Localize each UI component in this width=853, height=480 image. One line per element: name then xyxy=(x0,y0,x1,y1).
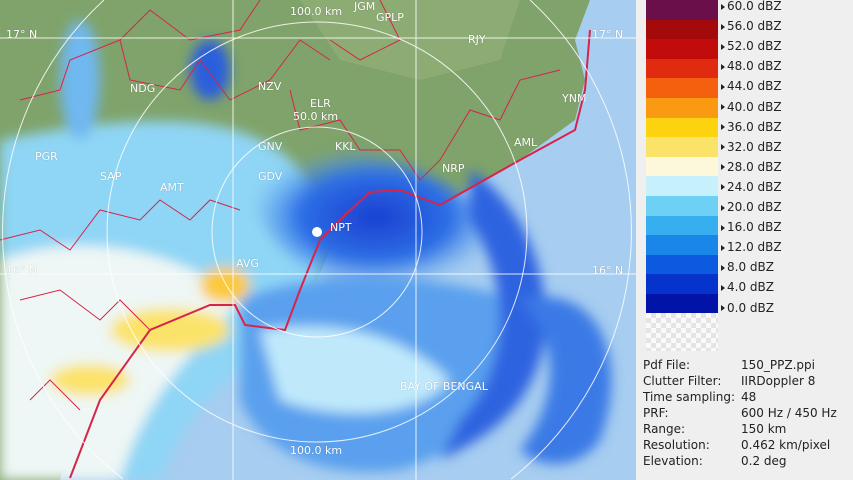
legend-label: 60.0 dBZ xyxy=(721,0,782,13)
legend-label: 36.0 dBZ xyxy=(721,120,782,134)
legend-label: 44.0 dBZ xyxy=(721,79,782,93)
place-label: ELR xyxy=(310,97,331,110)
place-label: GNV xyxy=(258,140,283,153)
info-value: 150 km xyxy=(741,422,787,436)
place-label: RJY xyxy=(468,33,486,46)
latitude-label: 17° N xyxy=(592,28,624,41)
info-value: 0.2 deg xyxy=(741,454,787,468)
place-label: AVG xyxy=(236,257,259,270)
place-label: SAP xyxy=(100,170,122,183)
info-key: Elevation: xyxy=(643,454,703,468)
info-row: PRF: 600 Hz / 450 Hz xyxy=(643,406,837,420)
info-row: Time sampling: 48 xyxy=(643,390,756,404)
legend-swatch xyxy=(646,39,718,60)
place-label: AML xyxy=(514,136,538,149)
place-label: GDV xyxy=(258,170,283,183)
legend-swatch xyxy=(646,98,718,118)
legend-label: 8.0 dBZ xyxy=(721,260,774,274)
legend-label: 56.0 dBZ xyxy=(721,19,782,33)
legend-swatch xyxy=(646,137,718,158)
info-key: Pdf File: xyxy=(643,358,691,372)
outer-ring-right xyxy=(510,0,632,480)
info-row: Elevation: 0.2 deg xyxy=(643,454,787,468)
ring-label: 50.0 km xyxy=(293,110,339,123)
legend-swatch xyxy=(646,254,718,275)
legend-label: 12.0 dBZ xyxy=(721,240,782,254)
legend-label: 24.0 dBZ xyxy=(721,180,782,194)
place-label: NZV xyxy=(258,80,282,93)
info-key: PRF: xyxy=(643,406,669,420)
place-label: JGM xyxy=(354,0,376,13)
legend-label: 28.0 dBZ xyxy=(721,160,782,174)
radar-image xyxy=(0,0,636,480)
coastline-state-boundary xyxy=(69,29,591,479)
legend-swatch xyxy=(646,176,718,197)
info-key: Clutter Filter: xyxy=(643,374,722,388)
legend-label: 4.0 dBZ xyxy=(721,280,774,294)
info-key: Range: xyxy=(643,422,686,436)
legend-swatch xyxy=(646,156,718,177)
legend-label: 52.0 dBZ xyxy=(721,39,782,53)
legend-label: 32.0 dBZ xyxy=(721,140,782,154)
legend-swatch xyxy=(646,274,718,295)
latitude-label: 16° N xyxy=(6,264,38,277)
legend-swatch xyxy=(646,0,718,20)
place-label: NPT xyxy=(330,221,352,234)
legend-label: 0.0 dBZ xyxy=(721,301,774,315)
legend-swatch xyxy=(646,215,718,236)
place-label: NRP xyxy=(442,162,465,175)
place-label: PGR xyxy=(35,150,58,163)
info-row: Pdf File: 150_PPZ.ppi xyxy=(643,358,815,372)
legend-swatch xyxy=(646,19,718,40)
ring-label: 100.0 km xyxy=(290,444,343,457)
legend-swatch xyxy=(646,235,718,256)
place-label: NDG xyxy=(130,82,156,95)
lat-lon-grid xyxy=(0,0,636,480)
place-label: KKL xyxy=(335,140,356,153)
place-label: GPLP xyxy=(376,11,404,24)
place-label: YNM xyxy=(562,92,587,105)
info-value: 150_PPZ.ppi xyxy=(741,358,815,372)
legend-swatch xyxy=(646,294,718,314)
legend-label: 20.0 dBZ xyxy=(721,200,782,214)
legend-label: 40.0 dBZ xyxy=(721,100,782,114)
outer-ring-left xyxy=(2,0,124,480)
info-row: Resolution: 0.462 km/pixel xyxy=(643,438,830,452)
radar-site-marker xyxy=(312,227,322,237)
info-value: 600 Hz / 450 Hz xyxy=(741,406,837,420)
legend-swatch xyxy=(646,117,718,138)
place-label: AMT xyxy=(160,181,184,194)
info-row: Clutter Filter: IIRDoppler 8 xyxy=(643,374,815,388)
district-boundaries xyxy=(0,0,561,411)
info-value: 0.462 km/pixel xyxy=(741,438,831,452)
place-label: BAY OF BENGAL xyxy=(400,380,488,393)
info-value: 48 xyxy=(741,390,757,404)
radar-map: 100.0 km 50.0 km 100.0 km 17° N 17° N 16… xyxy=(0,0,636,480)
range-rings xyxy=(2,0,632,480)
legend-label: 16.0 dBZ xyxy=(721,220,782,234)
legend-swatch xyxy=(646,58,718,79)
latitude-label: 17° N xyxy=(6,28,38,41)
ring-label: 100.0 km xyxy=(290,5,343,18)
legend-label: 48.0 dBZ xyxy=(721,59,782,73)
info-panel: 60.0 dBZ 56.0 dBZ 52.0 dBZ 48.0 dBZ 44.0 dBZ… xyxy=(640,0,853,480)
legend-swatch xyxy=(646,196,718,216)
info-key: Resolution: xyxy=(643,438,710,452)
no-data-swatch xyxy=(646,313,718,351)
info-row: Range: 150 km xyxy=(643,422,786,436)
info-value: IIRDoppler 8 xyxy=(741,374,816,388)
latitude-label: 16° N xyxy=(592,264,624,277)
info-key: Time sampling: xyxy=(643,390,736,404)
legend-swatch xyxy=(646,78,718,99)
